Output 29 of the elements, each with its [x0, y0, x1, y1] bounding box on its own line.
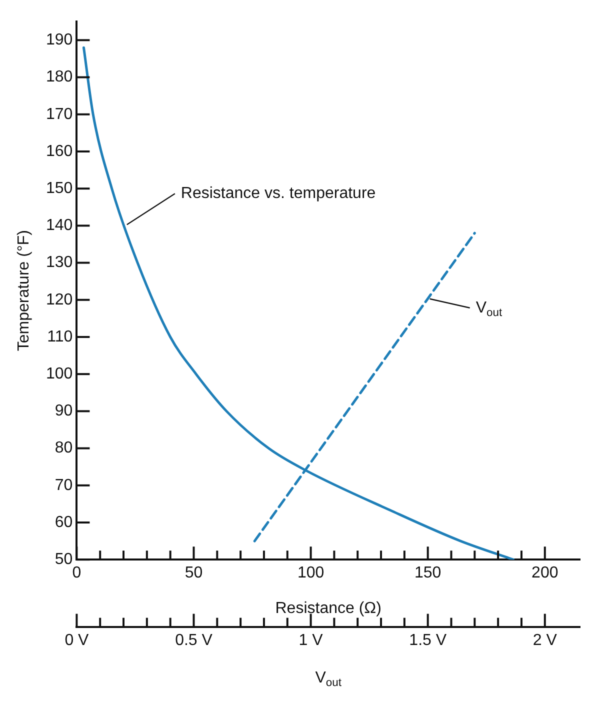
x-tick-label: 0 [72, 564, 82, 582]
y-tick-label: 80 [54, 440, 73, 457]
x2-tick-label: 0.5 V [175, 632, 213, 649]
y-tick-label: 70 [54, 476, 73, 494]
x2-tick-label: 1.5 V [409, 632, 447, 649]
y-axis-title: Temperature (°F) [15, 230, 32, 352]
x-tick-label: 100 [297, 564, 324, 582]
annotation: Resistance vs. temperature [180, 185, 376, 202]
y-tick-label: 110 [47, 328, 73, 346]
y-tick-label: 60 [54, 514, 73, 531]
x-axis-title: Resistance (Ω) [275, 600, 382, 618]
y-tick-label: 120 [46, 291, 73, 308]
y-tick-label: 140 [46, 217, 73, 234]
x2-tick-label: 2 V [532, 632, 558, 649]
y-tick-label: 100 [46, 365, 73, 382]
x-tick-label: 150 [414, 564, 442, 582]
y-tick-label: 190 [46, 32, 73, 49]
line-series [82, 46, 515, 560]
y-tick-label: 90 [54, 402, 73, 420]
y-tick-label: 150 [46, 180, 73, 197]
y-tick-label: 180 [46, 68, 73, 86]
y-tick-label: 130 [46, 254, 73, 272]
x2-tick-label: 0 V [64, 632, 90, 649]
x2-tick-label: 1 V [298, 632, 324, 649]
x-tick-label: 50 [184, 564, 203, 582]
y-tick-label: 160 [46, 142, 73, 160]
y-tick-label: 170 [46, 106, 73, 123]
y-tick-label: 50 [54, 551, 73, 568]
x-tick-label: 200 [532, 564, 558, 582]
